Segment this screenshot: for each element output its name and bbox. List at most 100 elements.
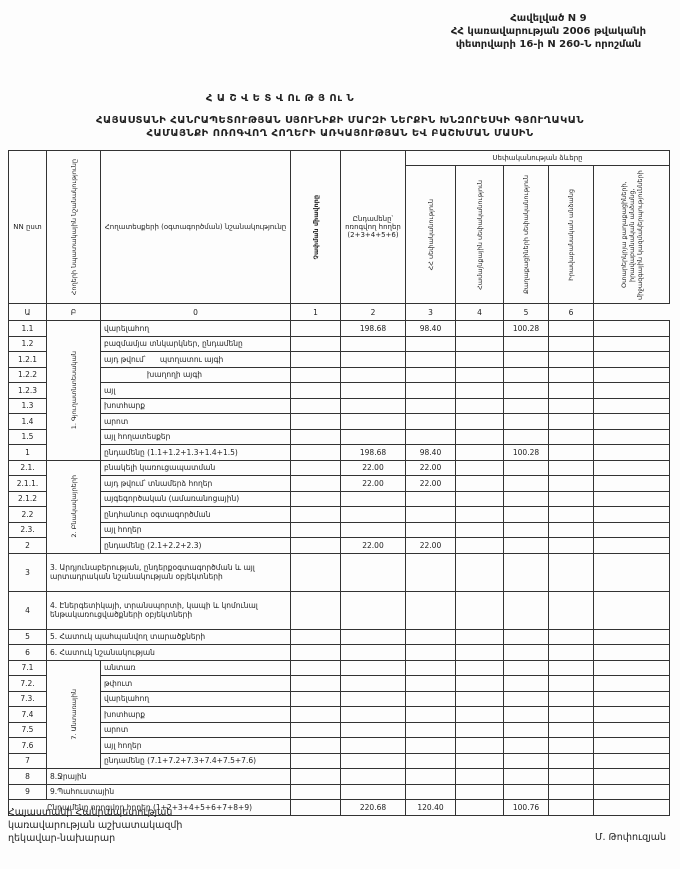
value-cell [548,382,594,399]
table-row: 1.2.3 այլ [8,382,670,399]
value-cell [593,521,670,538]
row-label: վարելահող [100,320,291,337]
row-number: 2.1.2 [8,490,47,507]
value-cell [548,659,594,676]
grand-total-value [548,799,594,816]
value-cell [455,628,504,645]
value-cell [290,459,341,476]
value-cell [455,659,504,676]
table-row: 1.5 այլ հողատեսքեր [8,428,670,445]
value-cell [290,366,341,383]
row-number: 2.1. [8,459,47,476]
value-cell: 22.00 [405,537,456,554]
value-cell [340,335,406,352]
row-label: այդ թվում՝ պտղատու այգի [100,351,291,368]
row-label: թփուտ [100,675,291,692]
table-row: 7.2. թփուտ [8,675,670,692]
table-row: 1.2.2 խաղողի այգի [8,366,670,383]
value-cell [405,721,456,738]
value-cell [455,320,504,337]
value-cell [340,783,406,800]
value-cell [405,552,456,592]
annex-reference: Հավելված N 9 ՀՀ կառավարության 2006 թվակա… [451,12,646,51]
row-number: 7.5 [8,721,47,738]
category-label: 2. Բնակավայրերի [69,475,78,538]
table-row: 1 ընդամենը (1.1+1.2+1.3+1.4+1.5) 198.68 98.… [8,444,670,461]
table-row: 1.4 արոտ [8,413,670,430]
row-label: արոտ [100,413,291,430]
row-label: 5. Հատուկ պահպանվող տարածքների [46,628,291,645]
value-cell [593,335,670,352]
value-cell: 100.28 [503,320,549,337]
value-cell [290,397,341,414]
row-label: այդ թվում՝ տնամերձ հողեր [100,475,291,492]
value-cell [593,737,670,754]
row-number: 8 [8,768,47,785]
table-row: 7.4 խոտհարք [8,706,670,723]
row-number: 1.1 [8,320,47,337]
value-cell [593,397,670,414]
value-cell [405,675,456,692]
value-cell [548,644,594,661]
value-cell: 22.00 [405,475,456,492]
header-c3: Համայնքային սեփականություն [455,165,504,304]
value-cell [503,366,549,383]
value-cell [290,444,341,461]
value-cell: 198.68 [340,444,406,461]
row-label: 6. Հատուկ նշանակության [46,644,291,661]
row-label: խոտհարք [100,706,291,723]
value-cell [290,706,341,723]
value-cell [340,690,406,707]
grand-total-value: 120.40 [405,799,456,816]
value-cell [340,768,406,785]
value-cell [340,382,406,399]
table-row: 8 8.Ջրային [8,768,670,785]
value-cell [455,706,504,723]
value-cell [503,690,549,707]
grand-total-label: Ընդամենը ոռոգվող հողեր (1+2+3+4+5+6+7+8+… [8,799,291,816]
value-cell [290,320,341,337]
value-cell [503,490,549,507]
value-cell [455,444,504,461]
value-cell [405,783,456,800]
value-cell [455,506,504,523]
row-number: 1.2.2 [8,366,47,383]
value-cell [405,737,456,754]
index-cell: 4 [455,303,504,321]
value-cell [405,366,456,383]
value-cell [593,382,670,399]
value-cell [290,413,341,430]
value-cell [340,628,406,645]
table-row: 1.2.1 այդ թվում՝ պտղատու այգի [8,351,670,368]
signatory-name: Մ. Թոփուզյան [594,832,666,843]
index-cell: Բ [46,303,101,321]
value-cell [503,459,549,476]
grand-total-value: 100.76 [503,799,549,816]
value-cell [455,675,504,692]
index-cell: 0 [100,303,291,321]
value-cell [503,628,549,645]
land-balance-table: NN ըստ Հողերի նպատակային նշանակությունը … [8,150,670,816]
value-cell [503,590,549,630]
value-cell [455,475,504,492]
value-cell: 22.00 [340,537,406,554]
header-category: Հողերի նպատակային նշանակությունը [46,150,101,304]
footer-line-2: կառավարության աշխատակազմի [8,820,183,831]
value-cell [455,382,504,399]
value-cell [548,737,594,754]
value-cell [503,537,549,554]
grand-total-value [593,799,670,816]
value-cell [593,644,670,661]
row-label: վարելահող [100,690,291,707]
category-cell: 2. Բնակավայրերի [46,459,101,554]
value-cell [503,428,549,445]
value-cell [593,366,670,383]
grand-total-value: 220.68 [340,799,406,816]
value-cell [290,521,341,538]
value-cell [593,783,670,800]
table-row: 5 5. Հատուկ պահպանվող տարածքների [8,628,670,645]
value-cell [340,552,406,592]
value-cell [455,721,504,738]
index-cell: 6 [548,303,594,321]
value-cell [340,706,406,723]
